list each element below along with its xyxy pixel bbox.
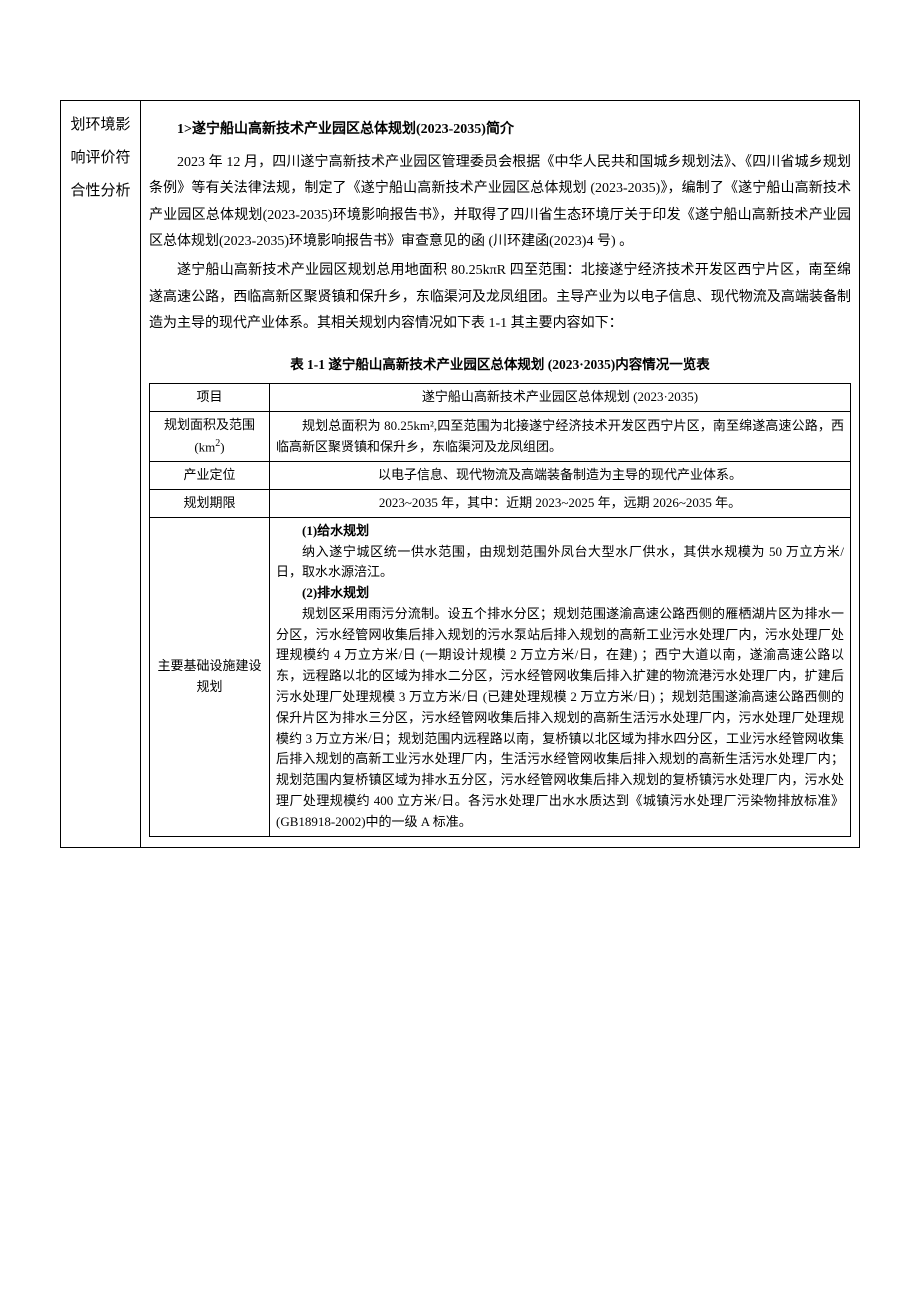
infra-s1-title: (1)给水规划 — [276, 521, 844, 542]
table-row: 规划期限 2023~2035 年，其中：近期 2023~2025 年，远期 20… — [150, 489, 851, 517]
intro-paragraph-1: 2023 年 12 月，四川遂宁高新技术产业园区管理委员会根据《中华人民共和国城… — [149, 150, 851, 256]
infra-s1-para: 纳入遂宁城区统一供水范围，由规划范围外凤台大型水厂供水，其供水规模为 50 万立… — [276, 542, 844, 584]
inner-table-caption: 表 1-1 遂宁船山高新技术产业园区总体规划 (2023·2035)内容情况一览… — [149, 352, 851, 378]
table-row: 规划面积及范围(km2) 规划总面积为 80.25km²,四至范围为北接遂宁经济… — [150, 412, 851, 462]
table-header-row: 项目 遂宁船山高新技术产业园区总体规划 (2023·2035) — [150, 384, 851, 412]
infra-s2-title: (2)排水规划 — [276, 583, 844, 604]
row-period-value: 2023~2035 年，其中：近期 2023~2025 年，远期 2026~20… — [270, 489, 851, 517]
outer-layout-table: 划环境影响评价符合性分析 1>遂宁船山高新技术产业园区总体规划(2023-203… — [60, 100, 860, 848]
row-area-label: 规划面积及范围(km2) — [150, 412, 270, 462]
row-infra-label: 主要基础设施建设规划 — [150, 517, 270, 836]
infra-s2-para: 规划区采用雨污分流制。设五个排水分区；规划范围遂渝高速公路西侧的雁栖湖片区为排水… — [276, 604, 844, 833]
row-industry-label: 产业定位 — [150, 462, 270, 490]
section-label-cell: 划环境影响评价符合性分析 — [61, 101, 141, 848]
intro-paragraph-2: 遂宁船山高新技术产业园区规划总用地面积 80.25kπR 四至范围：北接遂宁经济… — [149, 258, 851, 338]
planning-content-table: 项目 遂宁船山高新技术产业园区总体规划 (2023·2035) 规划面积及范围(… — [149, 383, 851, 836]
row-infra-value: (1)给水规划 纳入遂宁城区统一供水范围，由规划范围外凤台大型水厂供水，其供水规… — [270, 517, 851, 836]
row-period-label: 规划期限 — [150, 489, 270, 517]
header-col-2: 遂宁船山高新技术产业园区总体规划 (2023·2035) — [270, 384, 851, 412]
table-row: 产业定位 以电子信息、现代物流及高端装备制造为主导的现代产业体系。 — [150, 462, 851, 490]
header-col-1: 项目 — [150, 384, 270, 412]
row-area-value: 规划总面积为 80.25km²,四至范围为北接遂宁经济技术开发区西宁片区，南至绵… — [270, 412, 851, 462]
row-industry-value: 以电子信息、现代物流及高端装备制造为主导的现代产业体系。 — [270, 462, 851, 490]
table-row: 主要基础设施建设规划 (1)给水规划 纳入遂宁城区统一供水范围，由规划范围外凤台… — [150, 517, 851, 836]
content-cell: 1>遂宁船山高新技术产业园区总体规划(2023-2035)简介 2023 年 1… — [141, 101, 860, 848]
intro-title: 1>遂宁船山高新技术产业园区总体规划(2023-2035)简介 — [149, 117, 851, 144]
section-label: 划环境影响评价符合性分析 — [67, 109, 134, 208]
